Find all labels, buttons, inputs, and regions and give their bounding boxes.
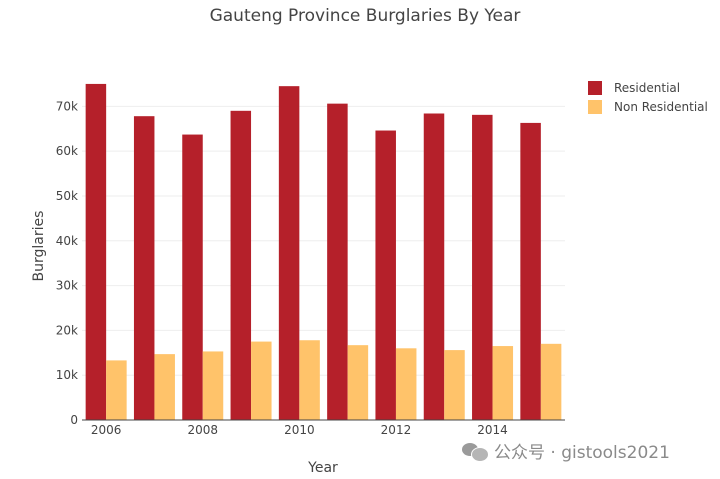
watermark: 公众号 · gistools2021 — [462, 438, 670, 463]
x-tick-label: 2010 — [284, 423, 315, 437]
bar-residential-2007[interactable] — [133, 116, 155, 420]
y-tick-labels: 0 10k 20k 30k 40k 50k 60k 70k — [56, 99, 78, 427]
bars — [85, 83, 562, 421]
bar-non-residential-2007[interactable] — [154, 354, 175, 420]
chart-title: Gauteng Province Burglaries By Year — [209, 6, 521, 26]
y-tick-label: 60k — [56, 144, 78, 158]
bar-non-residential-2012[interactable] — [395, 348, 417, 420]
bar-non-residential-2013[interactable] — [444, 350, 465, 420]
y-tick-label: 40k — [56, 234, 78, 248]
legend: Residential Non Residential — [588, 78, 708, 116]
x-axis-title: Year — [307, 460, 338, 476]
bar-residential-2013[interactable] — [423, 113, 445, 421]
bar-residential-2011[interactable] — [327, 103, 348, 420]
y-tick-label: 20k — [56, 323, 78, 337]
bar-residential-2008[interactable] — [182, 134, 203, 420]
bar-residential-2006[interactable] — [85, 83, 107, 421]
bar-non-residential-2011[interactable] — [347, 345, 369, 420]
x-tick-label: 2014 — [477, 423, 508, 437]
bar-non-residential-2009[interactable] — [251, 341, 272, 420]
y-tick-label: 30k — [56, 279, 78, 293]
y-tick-label: 0 — [70, 413, 78, 427]
x-tick-label: 2008 — [187, 423, 218, 437]
legend-swatch-residential — [588, 80, 602, 95]
bar-residential-2015[interactable] — [520, 122, 541, 420]
legend-item-non-residential[interactable]: Non Residential — [588, 97, 708, 116]
x-tick-label: 2006 — [91, 423, 122, 437]
y-tick-label: 50k — [56, 189, 78, 203]
bar-non-residential-2014[interactable] — [492, 346, 514, 420]
legend-item-residential[interactable]: Residential — [588, 78, 708, 97]
y-axis-title: Burglaries — [31, 211, 47, 282]
bar-residential-2012[interactable] — [375, 130, 396, 420]
bar-non-residential-2008[interactable] — [202, 351, 224, 420]
x-tick-label: 2012 — [381, 423, 412, 437]
bar-non-residential-2015[interactable] — [540, 343, 562, 420]
y-tick-label: 10k — [56, 368, 78, 382]
y-tick-label: 70k — [56, 99, 78, 113]
wechat-icon — [462, 441, 489, 462]
bar-non-residential-2006[interactable] — [106, 360, 127, 420]
bar-residential-2010[interactable] — [278, 86, 300, 421]
bar-non-residential-2010[interactable] — [299, 340, 320, 420]
bar-residential-2009[interactable] — [230, 110, 252, 421]
watermark-text: 公众号 · gistools2021 — [494, 443, 670, 463]
legend-swatch-non-residential — [588, 99, 602, 114]
x-tick-labels: 2006 2008 2010 2012 2014 — [91, 423, 508, 437]
legend-label-non-residential: Non Residential — [614, 99, 708, 114]
legend-label-residential: Residential — [614, 80, 681, 95]
bar-residential-2014[interactable] — [472, 114, 493, 420]
